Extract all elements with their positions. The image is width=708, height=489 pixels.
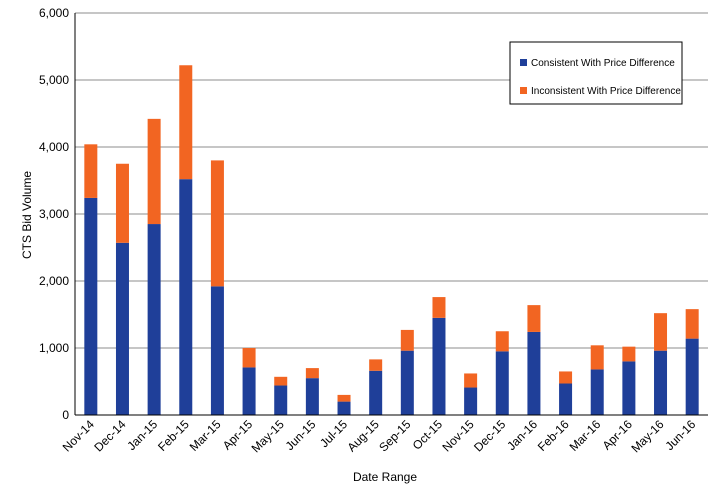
bar-inconsistent (622, 346, 636, 362)
bar-inconsistent (527, 305, 541, 332)
x-tick-label: May-16 (628, 417, 666, 455)
bar-consistent (274, 385, 288, 415)
bar-inconsistent (432, 297, 446, 318)
bar-inconsistent (305, 368, 319, 379)
bar-consistent (242, 367, 256, 415)
y-axis-title: CTS Bid Volume (20, 171, 34, 259)
bar-consistent (210, 286, 224, 415)
bar-consistent (115, 242, 129, 415)
bar-consistent (464, 387, 478, 415)
bar-inconsistent (84, 144, 98, 198)
x-axis-title: Date Range (353, 470, 417, 484)
bar-consistent (622, 361, 636, 415)
axes (74, 13, 708, 416)
bar-inconsistent (147, 118, 161, 225)
bar-consistent (84, 197, 98, 415)
x-tick-label: Sep-15 (376, 417, 413, 454)
bar-consistent (654, 350, 668, 415)
bar-inconsistent (559, 371, 573, 384)
x-tick-label: Nov-14 (60, 417, 97, 454)
bar-inconsistent (115, 163, 129, 243)
bar-inconsistent (495, 331, 509, 352)
bar-consistent (559, 383, 573, 415)
x-tick-label: Jan-16 (504, 417, 540, 453)
y-tick-label: 5,000 (39, 73, 69, 87)
bar-consistent (432, 317, 446, 415)
y-tick-label: 4,000 (39, 140, 69, 154)
bar-consistent (590, 369, 604, 415)
x-tick-labels: Nov-14Dec-14Jan-15Feb-15Mar-15Apr-15May-… (60, 417, 699, 455)
y-tick-label: 3,000 (39, 207, 69, 221)
bar-consistent (685, 338, 699, 415)
legend: Consistent With Price Difference Inconsi… (509, 41, 683, 105)
y-tick-label: 0 (62, 408, 69, 422)
x-tick-label: Dec-14 (91, 417, 128, 454)
bar-inconsistent (179, 65, 193, 180)
y-tick-label: 6,000 (39, 6, 69, 20)
bar-inconsistent (274, 376, 288, 386)
bar-consistent (147, 224, 161, 415)
bar-inconsistent (464, 373, 478, 388)
x-tick-label: Mar-15 (187, 417, 224, 454)
x-tick-label: Dec-15 (471, 417, 508, 454)
bar-inconsistent (400, 329, 414, 351)
y-tick-label: 1,000 (39, 341, 69, 355)
legend-label-inconsistent: Inconsistent With Price Difference (531, 86, 681, 97)
x-tick-label: Nov-15 (439, 417, 476, 454)
legend-box (509, 41, 683, 105)
bars (84, 65, 699, 415)
x-tick-label: Jan-15 (124, 417, 160, 453)
bar-inconsistent (654, 313, 668, 351)
x-tick-label: Oct-15 (410, 417, 446, 453)
bar-consistent (369, 370, 383, 415)
bar-inconsistent (685, 309, 699, 339)
bar-consistent (527, 331, 541, 415)
legend-label-consistent: Consistent With Price Difference (531, 58, 675, 69)
y-tick-label: 2,000 (39, 274, 69, 288)
bar-consistent (305, 378, 319, 415)
x-tick-label: Jun-16 (662, 417, 698, 453)
bar-consistent (337, 401, 351, 415)
bar-inconsistent (242, 348, 256, 368)
x-tick-label: Jun-15 (283, 417, 319, 453)
legend-swatch-consistent (520, 59, 527, 66)
bar-inconsistent (210, 160, 224, 287)
bar-inconsistent (369, 359, 383, 371)
y-tick-labels: 0 1,000 2,000 3,000 4,000 5,000 6,000 (39, 6, 69, 422)
x-tick-label: Feb-16 (535, 417, 572, 454)
bar-inconsistent (337, 394, 351, 402)
x-tick-label: Feb-15 (155, 417, 192, 454)
bar-consistent (400, 350, 414, 415)
bar-inconsistent (590, 345, 604, 370)
x-tick-label: May-15 (249, 417, 287, 455)
bar-consistent (179, 179, 193, 415)
bar-consistent (495, 351, 509, 415)
x-tick-label: Mar-16 (567, 417, 604, 454)
x-tick-label: Aug-15 (345, 417, 382, 454)
legend-swatch-inconsistent (520, 87, 527, 94)
